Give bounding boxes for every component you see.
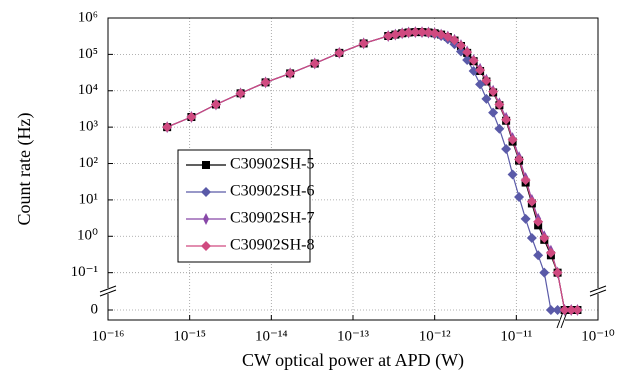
y-tick-label: 10³ <box>79 119 99 135</box>
marker <box>475 79 486 90</box>
x-tick-label: 10⁻¹² <box>419 328 451 344</box>
marker <box>403 27 414 38</box>
marker <box>475 65 486 76</box>
marker <box>494 123 505 134</box>
marker <box>545 305 556 315</box>
marker <box>481 93 492 104</box>
marker <box>552 267 563 278</box>
marker <box>526 232 537 243</box>
marker <box>334 47 345 58</box>
legend-marker <box>203 213 209 225</box>
x-tick-label: 10⁻¹¹ <box>500 328 532 344</box>
marker <box>455 40 466 51</box>
marker <box>539 267 550 278</box>
legend: C30902SH-5 C30902SH-6 C30902SH-7 C30902SH-8 <box>177 149 314 263</box>
marker <box>488 86 499 97</box>
legend-marker <box>201 187 211 197</box>
x-tick-label: 10⁻¹⁵ <box>173 328 206 344</box>
axis-break <box>99 285 607 329</box>
marker <box>462 55 473 66</box>
marker <box>514 192 525 203</box>
marker <box>572 305 583 315</box>
marker <box>260 77 271 88</box>
marker <box>507 134 518 145</box>
y-tick-label: 10⁰ <box>77 228 98 244</box>
marker <box>397 28 408 39</box>
marker <box>423 27 434 38</box>
marker <box>533 250 544 261</box>
marker <box>455 46 466 57</box>
y-tick-label: 10⁵ <box>78 46 98 62</box>
marker <box>520 213 531 224</box>
marker <box>526 196 537 207</box>
legend-box <box>177 149 311 263</box>
marker <box>449 35 460 46</box>
marker <box>162 122 173 133</box>
legend-label: C30902SH-8 <box>230 237 314 254</box>
marker <box>410 27 421 38</box>
marker <box>210 99 221 110</box>
x-tick-label: 10⁻¹⁴ <box>255 328 288 344</box>
marker <box>559 305 570 315</box>
marker <box>501 144 512 155</box>
marker <box>358 38 369 49</box>
marker <box>514 154 525 165</box>
ticks: 10⁻¹⁶ 10⁻¹⁵ 10⁻¹⁴ 10⁻¹³ 10⁻¹² 10⁻¹¹ 10⁻¹⁰ 0 10⁻¹… <box>71 9 615 344</box>
marker <box>533 216 544 227</box>
marker <box>488 107 499 118</box>
marker <box>507 169 518 180</box>
marker <box>468 55 479 66</box>
marker <box>417 27 428 38</box>
legend-label: C30902SH-6 <box>230 183 314 200</box>
marker <box>501 114 512 125</box>
legend-marker <box>201 241 211 251</box>
legend-marker <box>202 161 210 169</box>
x-tick-label: 10⁻¹⁶ <box>92 328 125 344</box>
y-tick-label: 0 <box>91 301 99 317</box>
marker <box>468 65 479 76</box>
series-markers <box>162 26 583 316</box>
legend-label: C30902SH-5 <box>230 156 314 173</box>
marker <box>520 175 531 186</box>
y-tick-label: 10² <box>79 155 99 171</box>
marker <box>383 31 394 42</box>
y-tick-label: 10⁶ <box>78 9 98 25</box>
marker <box>390 29 401 40</box>
y-tick-label: 10¹ <box>79 191 99 207</box>
marker <box>429 28 440 39</box>
x-axis-label: CW optical power at APD (W) <box>242 350 464 371</box>
y-tick-label: 10⁻¹ <box>71 264 98 280</box>
marker <box>481 75 492 86</box>
marker <box>186 112 197 123</box>
marker <box>442 31 453 42</box>
marker <box>309 58 320 69</box>
marker <box>285 68 296 79</box>
marker <box>545 247 556 258</box>
marker <box>235 88 246 99</box>
marker <box>539 232 550 243</box>
marker <box>552 305 563 315</box>
marker <box>494 99 505 110</box>
x-tick-label: 10⁻¹⁰ <box>581 328 614 344</box>
marker <box>462 47 473 58</box>
marker <box>566 305 577 315</box>
y-tick-label: 10⁴ <box>78 82 98 98</box>
y-axis-label: Count rate (Hz) <box>14 113 35 226</box>
x-tick-label: 10⁻¹³ <box>337 328 369 344</box>
legend-label: C30902SH-7 <box>230 210 314 227</box>
